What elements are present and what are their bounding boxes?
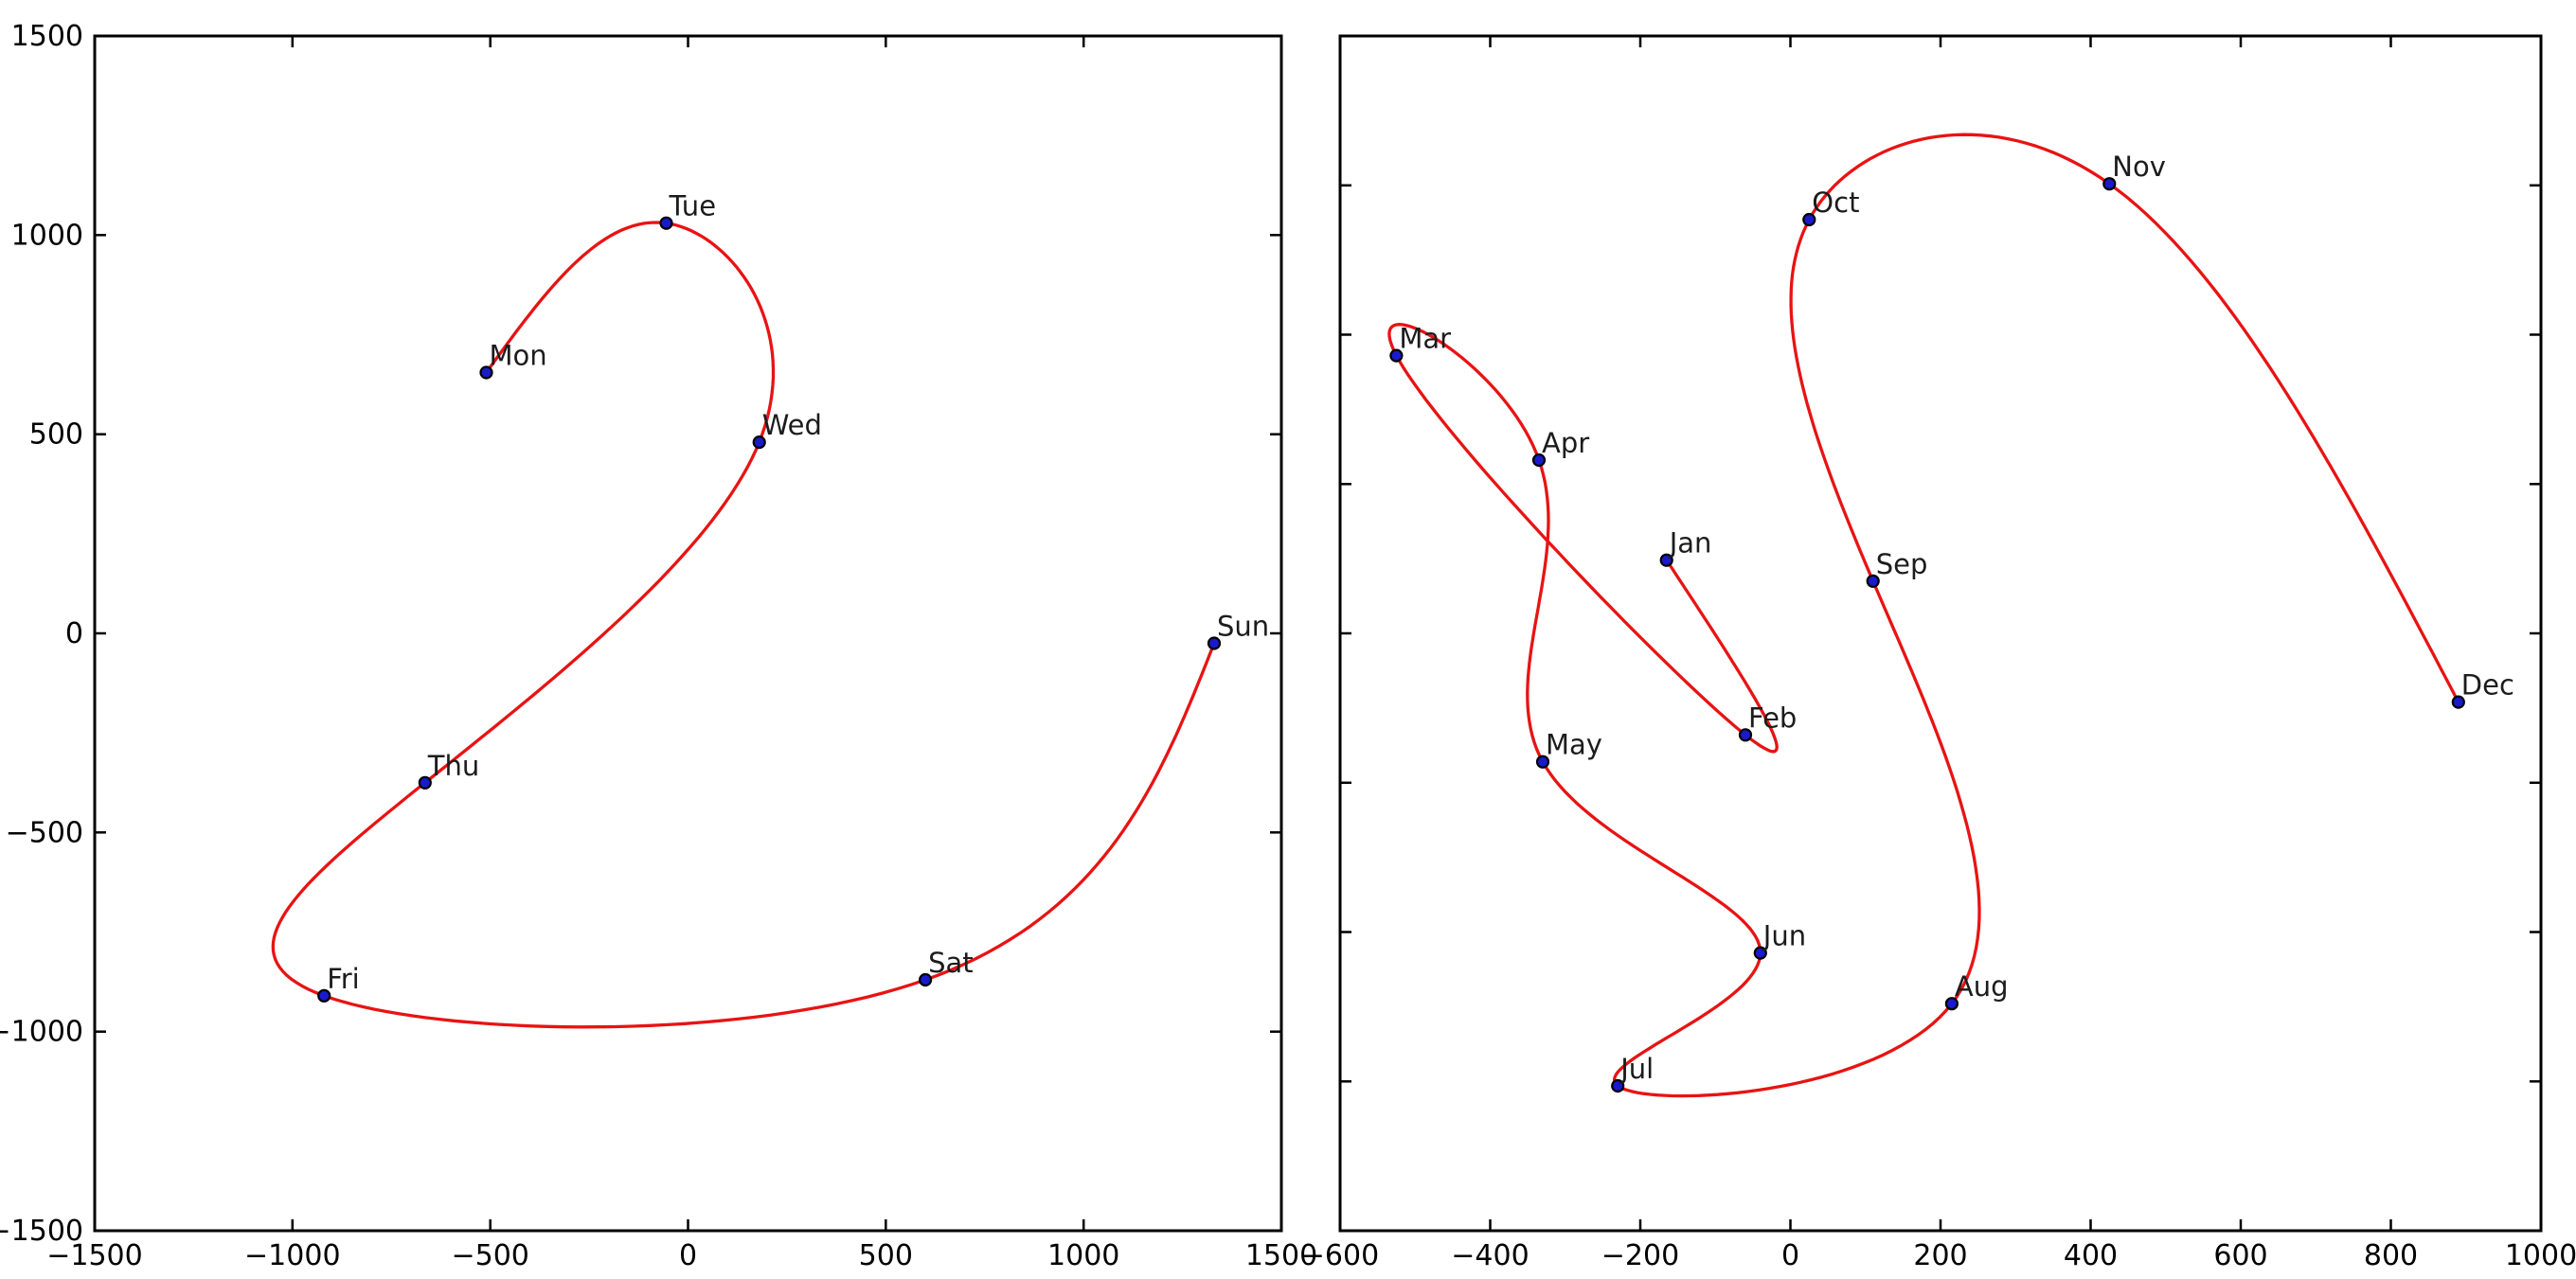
point-annotation-Apr: Apr — [1542, 427, 1589, 459]
point-annotation-Fri: Fri — [327, 963, 360, 995]
data-point-Wed — [752, 435, 766, 450]
weekdays-y-tick-label: −1500 — [0, 1215, 83, 1248]
point-annotation-Jul: Jul — [1619, 1053, 1654, 1085]
data-point-Apr — [1531, 453, 1547, 468]
weekdays-x-tick-label: −500 — [451, 1239, 528, 1272]
point-annotation-May: May — [1546, 729, 1602, 761]
weekdays-y-tick-label: −1000 — [0, 1016, 83, 1049]
point-annotation-Jan: Jan — [1668, 527, 1712, 560]
data-point-Feb — [1738, 728, 1753, 742]
point-annotation-Feb: Feb — [1748, 702, 1797, 734]
weekdays-y-tick-label: −500 — [6, 816, 83, 849]
weekdays-x-tick-label: −1000 — [244, 1239, 340, 1272]
data-point-Jan — [1659, 553, 1673, 567]
data-point-Aug — [1944, 997, 1959, 1011]
data-point-Tue — [659, 216, 673, 230]
data-point-Jul — [1611, 1078, 1625, 1093]
months-x-tick-label: 1000 — [2505, 1239, 2576, 1272]
point-annotation-Sep: Sep — [1876, 548, 1928, 580]
point-annotation-Aug: Aug — [1955, 970, 2009, 1003]
weekdays-curve-group — [271, 221, 1216, 1029]
point-annotation-Tue: Tue — [669, 190, 717, 222]
point-annotation-Jun: Jun — [1762, 920, 1806, 952]
months-spline-curve — [1387, 133, 2460, 1098]
data-point-Oct — [1802, 212, 1816, 227]
point-annotation-Nov: Nov — [2112, 151, 2166, 183]
point-annotation-Oct: Oct — [1812, 187, 1859, 219]
data-point-Sep — [1866, 574, 1880, 588]
data-point-Sun — [1207, 636, 1222, 650]
weekdays-x-tick-label: 0 — [679, 1239, 697, 1272]
weekdays-spline-curve — [271, 221, 1216, 1029]
point-annotation-Mar: Mar — [1399, 323, 1451, 355]
point-annotation-Dec: Dec — [2461, 669, 2514, 702]
weekdays-y-tick-label: 1500 — [11, 20, 83, 53]
weekdays-x-tick-label: −1500 — [46, 1239, 142, 1272]
data-point-Mar — [1389, 348, 1404, 363]
weekdays-x-tick-label: 1000 — [1047, 1239, 1119, 1272]
weekdays-x-tick-label: 1500 — [1245, 1239, 1317, 1272]
point-annotation-Wed: Wed — [762, 409, 822, 441]
months-x-tick-label: 400 — [2064, 1239, 2118, 1272]
months-x-tick-label: −400 — [1451, 1239, 1529, 1272]
point-annotation-Thu: Thu — [427, 750, 479, 782]
weekdays-x-tick-label: 500 — [859, 1239, 913, 1272]
data-point-Dec — [2451, 695, 2465, 709]
months-spines — [1338, 34, 2543, 1233]
point-annotation-Sun: Sun — [1217, 611, 1269, 643]
data-point-Jun — [1753, 946, 1767, 960]
weekdays-plot: Mon Tue Wed Thu Fri Sat Sun −1500 −1000 −500 0 500 1… — [0, 20, 1317, 1272]
data-point-Fri — [317, 988, 331, 1003]
months-x-tick-label: 800 — [2364, 1239, 2418, 1272]
data-point-Mon — [479, 365, 493, 380]
data-point-Thu — [418, 775, 432, 790]
point-annotation-Sat: Sat — [928, 947, 974, 979]
point-annotation-Mon: Mon — [490, 340, 547, 372]
weekdays-y-tick-label: 1000 — [11, 219, 83, 252]
months-curve-group — [1387, 133, 2460, 1098]
months-x-tick-label: 600 — [2213, 1239, 2267, 1272]
months-x-tick-label: 0 — [1781, 1239, 1799, 1272]
weekdays-y-tick-label: 0 — [65, 617, 83, 650]
data-point-Nov — [2102, 177, 2117, 191]
weekdays-y-tick-label: 500 — [29, 418, 83, 452]
data-point-Sat — [918, 972, 933, 987]
months-x-tick-label: 200 — [1913, 1239, 1967, 1272]
months-x-tick-label: −200 — [1601, 1239, 1679, 1272]
months-x-tick-label: −600 — [1301, 1239, 1379, 1272]
months-plot: Jan Feb Mar Apr May Jun Jul Aug Sep Oct Nov Dec −600… — [1301, 34, 2576, 1272]
data-point-May — [1535, 755, 1550, 769]
